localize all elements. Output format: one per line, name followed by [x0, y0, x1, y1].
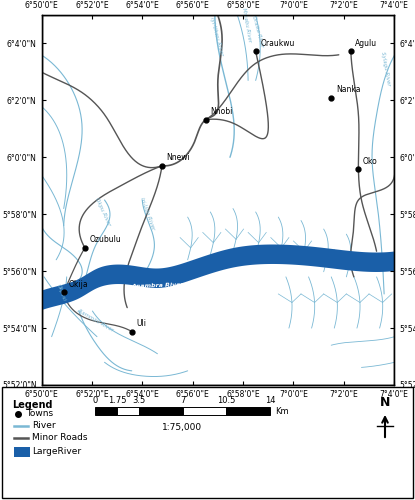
Text: 7: 7: [180, 396, 185, 405]
Text: Okija: Okija: [68, 280, 88, 289]
Text: Oko: Oko: [363, 157, 378, 166]
Text: LargeRiver: LargeRiver: [32, 448, 81, 456]
Text: 0: 0: [93, 396, 98, 405]
Bar: [183, 407, 226, 415]
Text: Iyi-Ukwu River: Iyi-Ukwu River: [209, 16, 224, 56]
Text: Minor Roads: Minor Roads: [32, 434, 88, 442]
Text: Oraukwu: Oraukwu: [260, 39, 295, 48]
Text: Uli: Uli: [136, 319, 146, 328]
Text: 14: 14: [265, 396, 275, 405]
Text: Alammini River: Alammini River: [76, 308, 115, 332]
Bar: [226, 407, 270, 415]
Text: Sylagu River: Sylagu River: [380, 52, 391, 86]
Text: Iri-Udo River: Iri-Udo River: [139, 196, 156, 230]
Text: River: River: [32, 422, 56, 430]
Bar: [95, 407, 117, 415]
Text: Ozubulu: Ozubulu: [89, 236, 121, 244]
Text: 1.75: 1.75: [107, 396, 126, 405]
Bar: [139, 407, 183, 415]
Text: Nnewi: Nnewi: [166, 154, 190, 162]
Text: Okpu River: Okpu River: [94, 197, 111, 226]
Text: Nnobi: Nnobi: [210, 108, 233, 116]
Text: Anambra River: Anambra River: [131, 282, 184, 289]
Text: Km: Km: [275, 406, 288, 416]
Text: Oraike River: Oraike River: [251, 14, 264, 48]
Text: Nanka: Nanka: [336, 85, 360, 94]
Text: Legend: Legend: [12, 400, 53, 410]
Text: Towns: Towns: [26, 410, 53, 418]
Bar: [117, 407, 139, 415]
Bar: [14, 447, 30, 457]
Text: 3.5: 3.5: [132, 396, 145, 405]
Text: 10.5: 10.5: [217, 396, 235, 405]
Text: 1:75,000: 1:75,000: [162, 423, 203, 432]
Text: Agulu: Agulu: [355, 39, 378, 48]
Text: Mmabu River: Mmabu River: [241, 7, 251, 42]
Text: Okposi: Okposi: [56, 283, 67, 302]
Text: N: N: [380, 396, 390, 409]
